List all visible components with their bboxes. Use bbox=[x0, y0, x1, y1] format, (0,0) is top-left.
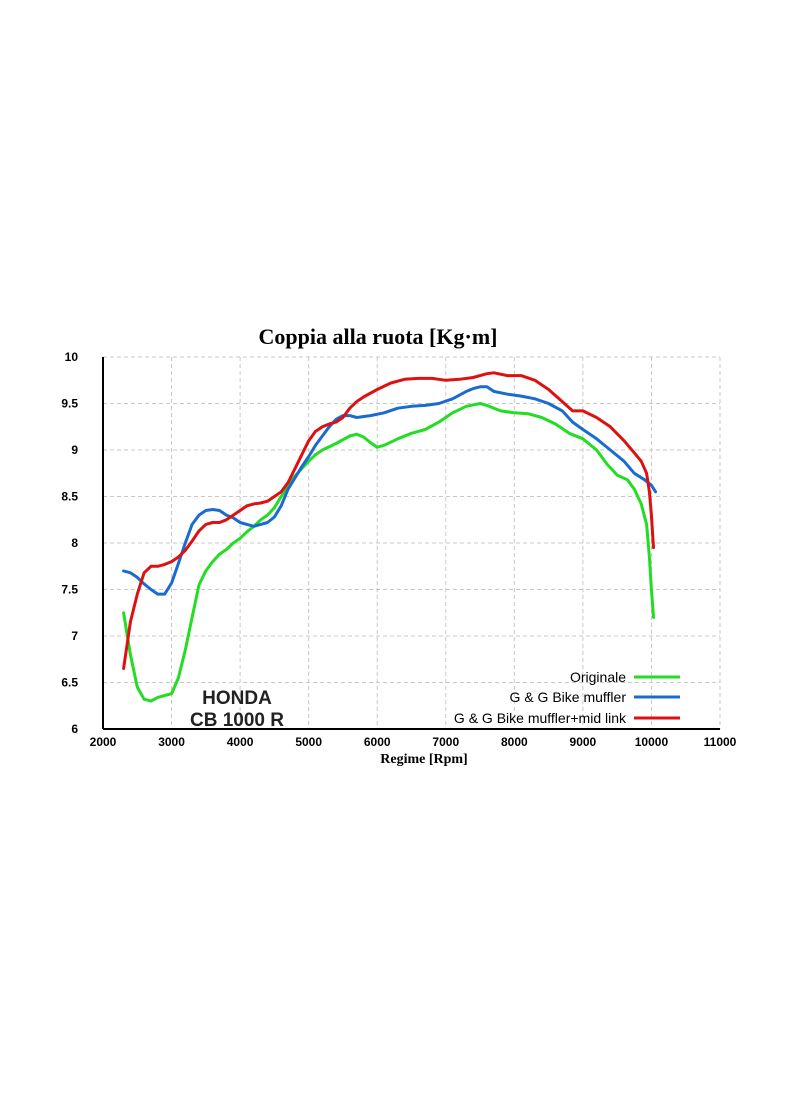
series-lines bbox=[122, 371, 658, 703]
series-line-1 bbox=[122, 385, 658, 596]
x-tick-label: 10000 bbox=[635, 735, 669, 749]
y-tick-label: 6.5 bbox=[61, 676, 78, 690]
x-tick-label: 8000 bbox=[501, 735, 528, 749]
y-tick-label: 6 bbox=[71, 722, 78, 736]
y-tick-label: 10 bbox=[65, 350, 79, 364]
chart-title: Coppia alla ruota [Kg·m] bbox=[259, 324, 498, 349]
x-tick-label: 4000 bbox=[227, 735, 254, 749]
axes bbox=[102, 357, 720, 730]
x-tick-label: 2000 bbox=[90, 735, 117, 749]
y-tick-label: 8.5 bbox=[61, 490, 78, 504]
x-axis-label: Regime [Rpm] bbox=[380, 752, 467, 767]
x-tick-label: 11000 bbox=[704, 735, 737, 749]
y-tick-labels: 6 6.5 7 7.5 8 8.5 9 9.5 10 bbox=[61, 350, 78, 736]
legend-label: Originale bbox=[570, 669, 626, 685]
x-tick-label: 6000 bbox=[364, 735, 391, 749]
y-tick-label: 7.5 bbox=[61, 583, 78, 597]
y-tick-label: 9.5 bbox=[61, 397, 78, 411]
model-label-line-2: CB 1000 R bbox=[190, 710, 284, 731]
y-tick-label: 8 bbox=[71, 536, 78, 550]
legend: Originale G & G Bike muffler G & G Bike mu… bbox=[454, 669, 680, 726]
x-tick-label: 5000 bbox=[295, 735, 322, 749]
legend-label: G & G Bike muffler bbox=[510, 689, 627, 705]
y-tick-label: 9 bbox=[71, 443, 78, 457]
x-tick-label: 9000 bbox=[570, 735, 597, 749]
legend-label: G & G Bike muffler+mid link bbox=[454, 710, 627, 726]
series-line-2 bbox=[122, 371, 655, 670]
grid bbox=[103, 356, 721, 729]
series-line-0 bbox=[122, 402, 655, 703]
y-tick-label: 7 bbox=[71, 629, 78, 643]
x-tick-label: 7000 bbox=[432, 735, 459, 749]
x-tick-label: 3000 bbox=[158, 735, 185, 749]
model-label-line-1: HONDA bbox=[202, 688, 272, 709]
x-tick-labels: 2000 3000 4000 5000 6000 7000 8000 9000 10000 110… bbox=[90, 735, 737, 749]
